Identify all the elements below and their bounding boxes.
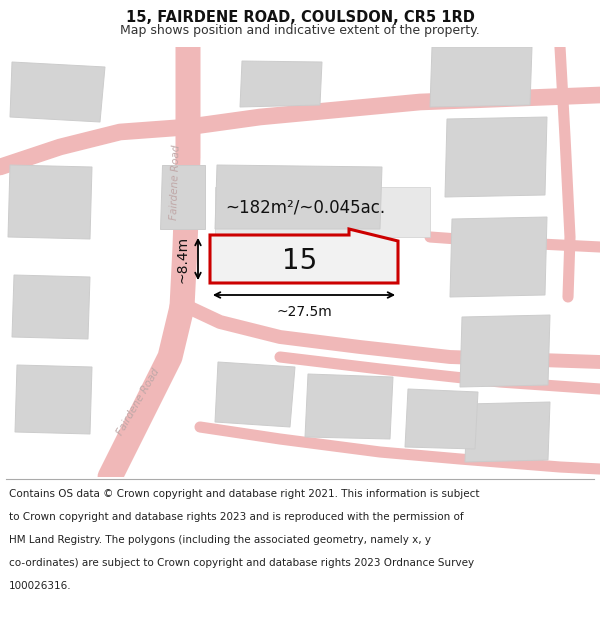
Polygon shape xyxy=(450,217,547,297)
Text: Fairdene Road: Fairdene Road xyxy=(169,144,181,220)
Text: Contains OS data © Crown copyright and database right 2021. This information is : Contains OS data © Crown copyright and d… xyxy=(9,489,479,499)
Polygon shape xyxy=(8,165,92,239)
Text: HM Land Registry. The polygons (including the associated geometry, namely x, y: HM Land Registry. The polygons (includin… xyxy=(9,535,431,545)
Polygon shape xyxy=(215,362,295,427)
Polygon shape xyxy=(160,165,205,229)
Text: co-ordinates) are subject to Crown copyright and database rights 2023 Ordnance S: co-ordinates) are subject to Crown copyr… xyxy=(9,558,474,568)
Polygon shape xyxy=(12,275,90,339)
Polygon shape xyxy=(215,165,382,229)
Text: ~182m²/~0.045ac.: ~182m²/~0.045ac. xyxy=(225,198,385,216)
Polygon shape xyxy=(15,365,92,434)
Polygon shape xyxy=(210,229,398,283)
Polygon shape xyxy=(240,61,322,107)
Text: 15: 15 xyxy=(283,247,317,275)
Polygon shape xyxy=(10,62,105,122)
Text: Map shows position and indicative extent of the property.: Map shows position and indicative extent… xyxy=(120,24,480,37)
Text: ~8.4m: ~8.4m xyxy=(176,236,190,282)
Polygon shape xyxy=(430,47,532,107)
Polygon shape xyxy=(405,389,478,449)
Text: ~27.5m: ~27.5m xyxy=(276,305,332,319)
Polygon shape xyxy=(445,117,547,197)
Text: to Crown copyright and database rights 2023 and is reproduced with the permissio: to Crown copyright and database rights 2… xyxy=(9,512,464,522)
Polygon shape xyxy=(465,402,550,462)
Polygon shape xyxy=(215,187,430,237)
Text: 100026316.: 100026316. xyxy=(9,581,71,591)
Polygon shape xyxy=(305,374,393,439)
Text: Fairdene Road: Fairdene Road xyxy=(115,367,161,437)
Text: 15, FAIRDENE ROAD, COULSDON, CR5 1RD: 15, FAIRDENE ROAD, COULSDON, CR5 1RD xyxy=(125,11,475,26)
Polygon shape xyxy=(460,315,550,387)
